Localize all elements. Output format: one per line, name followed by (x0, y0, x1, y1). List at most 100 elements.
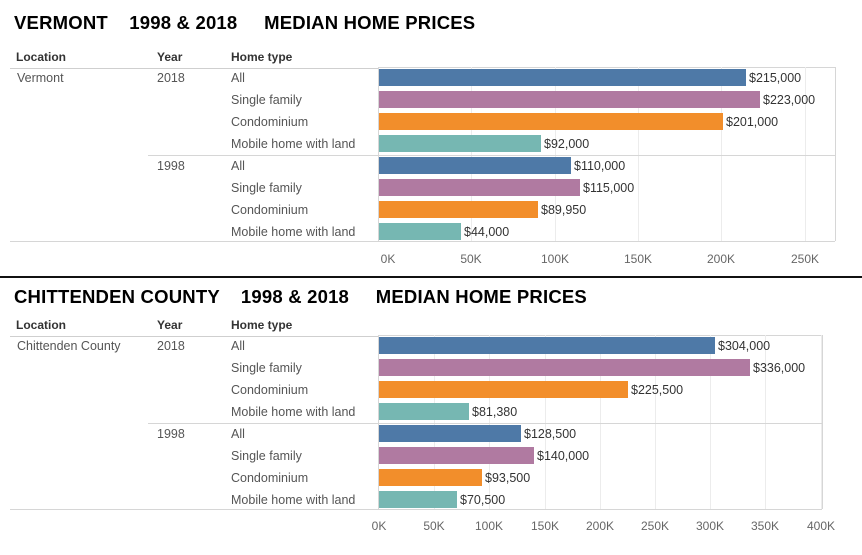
x-tick-label: 200K (585, 519, 615, 533)
gridline (655, 335, 656, 509)
x-tick-label: 250K (790, 252, 820, 266)
plot-left-border (378, 335, 379, 509)
data-label: $89,950 (541, 203, 587, 217)
bar (379, 425, 521, 442)
bar (379, 179, 580, 196)
x-tick-label: 50K (423, 519, 445, 533)
data-label: $70,500 (460, 493, 506, 507)
bar (379, 157, 571, 174)
column-header-year: Year (157, 318, 183, 332)
plot-right-border (822, 335, 823, 509)
bar (379, 381, 628, 398)
x-tick-label: 50K (460, 252, 482, 266)
bar (379, 135, 541, 152)
home-type-label: Single family (231, 361, 302, 375)
gridline (555, 67, 556, 241)
data-label: $128,500 (524, 427, 577, 441)
header-underline (10, 68, 378, 69)
bar (379, 223, 461, 240)
bar (379, 491, 457, 508)
bar (379, 337, 715, 354)
plot-top-border (378, 67, 835, 68)
data-label: $140,000 (537, 449, 590, 463)
group-separator (148, 423, 822, 424)
table-bottom-border (10, 241, 835, 242)
data-label: $336,000 (753, 361, 806, 375)
data-label: $225,500 (631, 383, 684, 397)
gridline (710, 335, 711, 509)
x-tick-label: 250K (640, 519, 670, 533)
bar (379, 91, 760, 108)
location-label: Vermont (17, 71, 64, 85)
year-label: 1998 (157, 159, 185, 173)
column-header-home-type: Home type (231, 50, 293, 64)
gridline (805, 67, 806, 241)
data-label: $110,000 (574, 159, 626, 173)
x-tick-label: 150K (623, 252, 653, 266)
location-label: Chittenden County (17, 339, 121, 353)
home-type-label: All (231, 427, 245, 441)
home-type-label: Condominium (231, 383, 309, 397)
table-bottom-border (10, 509, 822, 510)
x-tick-label: 100K (540, 252, 570, 266)
home-type-label: Mobile home with land (231, 493, 356, 507)
data-label: $93,500 (485, 471, 531, 485)
header-underline (10, 336, 378, 337)
home-type-label: Condominium (231, 471, 309, 485)
home-type-label: Condominium (231, 115, 309, 129)
column-header-home-type: Home type (231, 318, 293, 332)
gridline (471, 67, 472, 241)
column-header-year: Year (157, 50, 183, 64)
plot-left-border (378, 67, 379, 241)
bar (379, 469, 482, 486)
data-label: $44,000 (464, 225, 510, 239)
home-type-label: Single family (231, 449, 302, 463)
data-label: $223,000 (763, 93, 816, 107)
year-label: 2018 (157, 339, 185, 353)
bar (379, 69, 746, 86)
x-tick-label: 0K (380, 252, 396, 266)
x-tick-label: 300K (695, 519, 725, 533)
panel-divider (0, 276, 862, 278)
column-header-location: Location (16, 50, 66, 64)
data-label: $81,380 (472, 405, 518, 419)
x-tick-label: 0K (371, 519, 387, 533)
year-label: 2018 (157, 71, 185, 85)
year-label: 1998 (157, 427, 185, 441)
group-separator (148, 155, 835, 156)
x-tick-label: 400K (806, 519, 836, 533)
x-tick-label: 350K (750, 519, 780, 533)
home-type-label: Mobile home with land (231, 405, 356, 419)
data-label: $115,000 (583, 181, 635, 195)
column-header-location: Location (16, 318, 66, 332)
gridline (600, 335, 601, 509)
data-label: $92,000 (544, 137, 590, 151)
bar (379, 403, 469, 420)
home-type-label: All (231, 159, 245, 173)
x-tick-label: 200K (706, 252, 736, 266)
home-type-label: Condominium (231, 203, 309, 217)
gridline (638, 67, 639, 241)
bar (379, 201, 538, 218)
home-type-label: All (231, 339, 245, 353)
home-type-label: Mobile home with land (231, 225, 356, 239)
gridline (434, 335, 435, 509)
x-tick-label: 150K (530, 519, 560, 533)
bar (379, 113, 723, 130)
gridline (765, 335, 766, 509)
gridline (545, 335, 546, 509)
x-tick-label: 100K (474, 519, 504, 533)
bar (379, 359, 750, 376)
gridline (821, 335, 822, 509)
home-type-label: All (231, 71, 245, 85)
gridline (489, 335, 490, 509)
home-type-label: Mobile home with land (231, 137, 356, 151)
chart-title: CHITTENDEN COUNTY 1998 & 2018 MEDIAN HOM… (14, 286, 587, 307)
chart-title: VERMONT 1998 & 2018 MEDIAN HOME PRICES (14, 12, 476, 33)
home-type-label: Single family (231, 181, 302, 195)
bar (379, 447, 534, 464)
home-type-label: Single family (231, 93, 302, 107)
data-label: $215,000 (749, 71, 802, 85)
gridline (721, 67, 722, 241)
data-label: $304,000 (718, 339, 771, 353)
